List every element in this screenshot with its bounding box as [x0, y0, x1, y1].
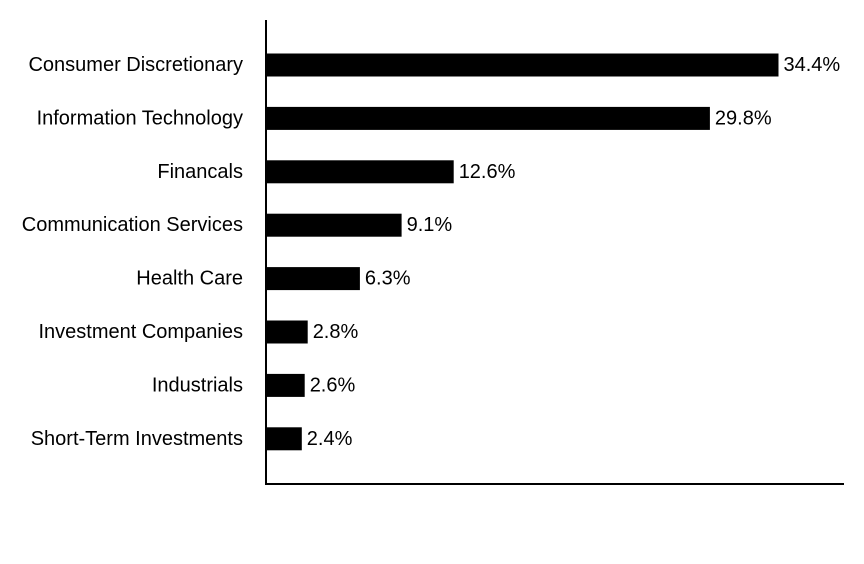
- bar-financals: [266, 160, 454, 184]
- bar-health-care: [266, 267, 360, 291]
- value-label-communication-services: 9.1%: [407, 214, 453, 236]
- value-label-short-term-investments: 2.4%: [307, 428, 353, 450]
- value-label-information-technology: 29.8%: [715, 107, 772, 129]
- category-label-investment-companies: Investment Companies: [38, 321, 243, 343]
- value-labels: 34.4% 29.8% 12.6% 9.1% 6.3% 2.8% 2.6% 2.4%: [307, 54, 841, 450]
- bar-short-term-investments: [266, 427, 302, 451]
- bar-investment-companies: [266, 320, 308, 344]
- value-label-investment-companies: 2.8%: [313, 321, 359, 343]
- value-label-industrials: 2.6%: [310, 374, 356, 396]
- value-label-health-care: 6.3%: [365, 268, 411, 290]
- category-label-communication-services: Communication Services: [22, 214, 243, 236]
- value-label-financals: 12.6%: [459, 161, 516, 183]
- category-labels: Consumer Discretionary Information Techno…: [22, 54, 243, 450]
- category-label-consumer-discretionary: Consumer Discretionary: [28, 54, 243, 76]
- bar-information-technology: [266, 106, 710, 130]
- category-label-information-technology: Information Technology: [37, 107, 243, 129]
- bar-communication-services: [266, 213, 402, 237]
- bar-consumer-discretionary: [266, 53, 779, 77]
- value-label-consumer-discretionary: 34.4%: [784, 54, 841, 76]
- category-label-health-care: Health Care: [136, 268, 243, 290]
- category-label-industrials: Industrials: [152, 374, 243, 396]
- bar-industrials: [266, 373, 305, 397]
- category-label-short-term-investments: Short-Term Investments: [31, 428, 243, 450]
- category-label-financals: Financals: [157, 161, 243, 183]
- bars-group: [266, 53, 779, 451]
